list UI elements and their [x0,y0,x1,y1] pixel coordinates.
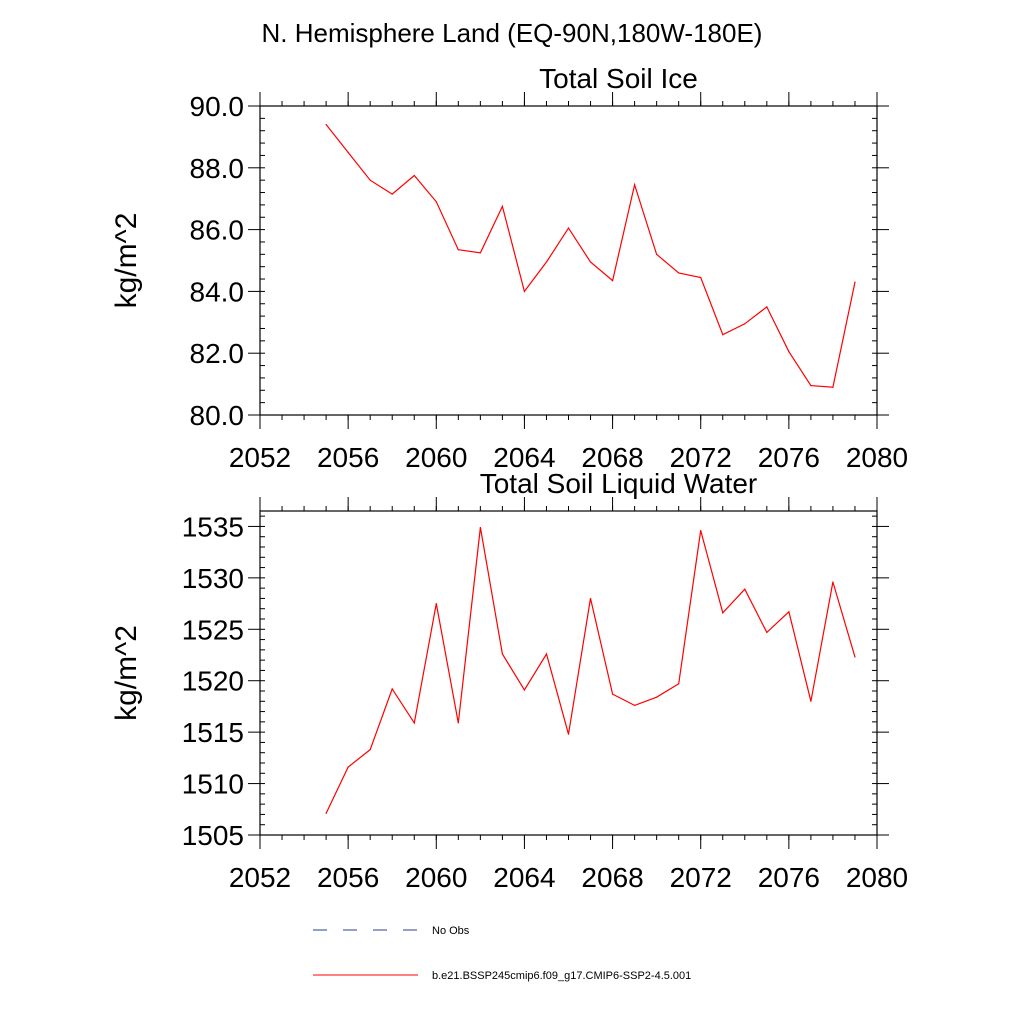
data-point [744,323,746,325]
x-tick-label: 2076 [758,442,820,473]
y-axis-label: kg/m^2 [110,213,143,309]
x-tick-label: 2060 [405,442,467,473]
data-point [611,693,614,695]
data-point [325,812,327,815]
data-point [545,261,548,263]
chart-panels: Total Soil Ice kg/m^2 80.0 82.0 84.0 86.0 88.0… [110,63,908,893]
data-point [457,722,459,724]
data-point [810,700,812,702]
x-tick-label: 2056 [317,442,379,473]
x-tick-label: 2060 [405,862,467,893]
data-point [369,179,371,181]
y-tick-label: 82.0 [190,338,245,369]
data-point [678,272,680,274]
data-point [854,656,856,658]
data-point [722,334,724,336]
data-point [523,290,526,292]
y-tick-label: 88.0 [190,153,245,184]
panel-soil-liquid-water: Total Soil Liquid Water kg/m^2 1505 1510 151… [110,468,908,893]
x-tick-label: 2052 [229,862,291,893]
data-point [391,688,393,690]
data-point [744,588,746,590]
data-point [810,385,812,387]
data-point [413,174,415,177]
data-point [413,722,415,724]
panel-soil-ice: Total Soil Ice kg/m^2 80.0 82.0 84.0 86.0 88.0… [110,63,908,473]
y-tick-label: 1515 [182,717,244,748]
y-tick-label: 1510 [182,769,244,800]
data-point [700,276,702,279]
data-point [634,184,636,186]
data-point [501,653,503,655]
legend: No Obs b.e21.BSSP245cmip6.f09_g17.CMIP6-… [313,925,691,982]
data-point [479,252,481,254]
x-tick-label: 2080 [846,442,908,473]
x-tick-label: 2080 [846,862,908,893]
series-line-soil-ice [325,124,856,388]
x-tick-label: 2068 [581,442,643,473]
data-point [700,529,702,532]
data-point [479,526,481,529]
data-point [722,612,724,614]
y-tick-label: 1520 [182,666,244,697]
data-point [501,205,503,208]
y-tick-label: 1535 [182,511,244,542]
x-tick-label: 2076 [758,862,820,893]
plot-frame [259,105,878,416]
x-tick-label: 2072 [670,862,732,893]
data-point [656,253,658,255]
y-axis-label: kg/m^2 [110,625,143,721]
legend-label-model-run: b.e21.BSSP245cmip6.f09_g17.CMIP6-SSP2-4.… [432,970,691,982]
data-point [545,653,548,655]
panel-title: Total Soil Ice [539,63,698,94]
data-point [589,261,592,263]
x-tick-label: 2052 [229,442,291,473]
data-point [634,704,636,707]
y-tick-label: 1530 [182,563,244,594]
data-point [391,193,393,195]
y-tick-label: 84.0 [190,276,245,307]
data-point [611,279,614,282]
data-point [589,597,592,600]
data-point [832,581,834,583]
panel-title: Total Soil Liquid Water [480,468,758,499]
data-point [788,611,790,613]
legend-label-no-obs: No Obs [432,925,470,937]
data-point [435,201,437,203]
y-tick-label: 86.0 [190,215,245,246]
y-tick-label: 1525 [182,614,244,645]
data-point [523,689,526,691]
figure-supertitle: N. Hemisphere Land (EQ-90N,180W-180E) [262,18,763,48]
x-tick-label: 2072 [670,442,732,473]
data-point [347,151,349,153]
x-tick-label: 2064 [493,862,555,893]
data-point [656,696,658,698]
data-point [435,602,437,605]
data-point [369,749,371,751]
data-point [766,631,768,633]
data-point [766,306,768,308]
y-tick-label: 80.0 [190,400,245,431]
y-tick-label: 90.0 [190,91,245,122]
data-point [347,766,349,768]
data-point [325,123,327,126]
x-tick-label: 2064 [493,442,555,473]
data-point [788,351,790,353]
series-line-soil-liquid-water [325,527,856,814]
plot-frame [259,510,878,836]
y-tick-label: 1505 [182,820,244,851]
data-point [457,249,459,251]
x-tick-label: 2068 [581,862,643,893]
data-point [832,386,834,388]
data-point [567,733,570,735]
x-tick-label: 2056 [317,862,379,893]
data-point [854,281,856,283]
data-point [567,227,570,229]
data-point [678,683,680,685]
